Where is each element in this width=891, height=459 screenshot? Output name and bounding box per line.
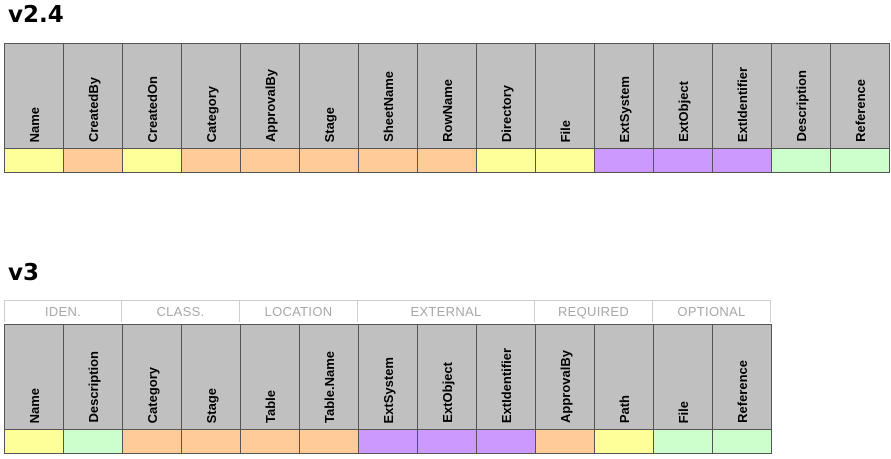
column-header: Reference — [831, 44, 890, 149]
column-header: RowName — [418, 44, 477, 149]
color-swatch-cell — [477, 430, 536, 454]
column-header: ApprovalBy — [241, 44, 300, 149]
column-header: File — [654, 325, 713, 430]
column-header: Reference — [713, 325, 772, 430]
column-header-label: ApprovalBy — [262, 69, 278, 142]
column-header-label: ExtSystem — [616, 75, 632, 142]
column-header-label: Reference — [734, 360, 750, 423]
column-header-label: RowName — [439, 79, 455, 142]
color-swatch-cell — [418, 149, 477, 173]
color-swatch-cell — [713, 430, 772, 454]
color-swatch-cell — [123, 149, 182, 173]
column-header-label: ExtIdentifier — [498, 347, 514, 423]
column-header: Stage — [300, 44, 359, 149]
column-header-label: Description — [793, 70, 809, 142]
column-header-label: Name — [26, 106, 42, 142]
column-header: Path — [595, 325, 654, 430]
column-header: ExtSystem — [595, 44, 654, 149]
column-header-label: Category — [144, 366, 160, 423]
color-swatch-cell — [241, 149, 300, 173]
column-header: ExtObject — [654, 44, 713, 149]
column-header: CreatedBy — [64, 44, 123, 149]
column-header-label: SheetName — [380, 71, 396, 142]
group-label: CLASS. — [122, 300, 240, 322]
color-swatch-cell — [536, 430, 595, 454]
color-swatch-cell — [477, 149, 536, 173]
column-header: ExtIdentifier — [477, 325, 536, 430]
color-swatch-cell — [654, 430, 713, 454]
color-swatch-cell — [595, 149, 654, 173]
group-label: EXTERNAL — [358, 300, 535, 322]
group-label: OPTIONAL — [653, 300, 771, 322]
group-label: IDEN. — [4, 300, 122, 322]
color-swatch-cell — [182, 149, 241, 173]
v3-heading: v3 — [8, 260, 39, 286]
v3-group-header-row: IDEN. CLASS. LOCATION EXTERNAL REQUIRED OPTIO… — [4, 300, 771, 322]
color-swatch-cell — [831, 149, 890, 173]
column-header: Table.Name — [300, 325, 359, 430]
column-header-label: Stage — [203, 387, 219, 423]
column-header-label: Reference — [852, 79, 868, 142]
column-header-label: ExtObject — [675, 81, 691, 142]
column-header: CreatedOn — [123, 44, 182, 149]
v2-4-column-table: Name CreatedBy CreatedOn Category ApprovalBy… — [4, 43, 890, 173]
column-header-label: Description — [85, 351, 101, 423]
column-header: Description — [772, 44, 831, 149]
color-swatch-cell — [713, 149, 772, 173]
color-swatch-cell — [359, 149, 418, 173]
color-swatch-cell — [64, 430, 123, 454]
color-swatch-cell — [182, 430, 241, 454]
group-label: REQUIRED — [535, 300, 653, 322]
column-header-label: ExtIdentifier — [734, 66, 750, 142]
color-swatch-cell — [654, 149, 713, 173]
color-swatch-cell — [5, 430, 64, 454]
column-header: Table — [241, 325, 300, 430]
color-swatch-cell — [300, 430, 359, 454]
column-header-label: Stage — [321, 106, 337, 142]
column-header-label: Table — [262, 390, 278, 423]
column-header: Description — [64, 325, 123, 430]
column-header: Name — [5, 44, 64, 149]
column-header-label: Table.Name — [321, 350, 337, 423]
column-header-label: Directory — [498, 84, 514, 142]
column-header: ApprovalBy — [536, 325, 595, 430]
color-swatch-cell — [123, 430, 182, 454]
v3-column-table: Name Description Category Stage Table Table.N… — [4, 324, 772, 454]
column-header-label: File — [675, 400, 691, 423]
column-header-label: ExtSystem — [380, 356, 396, 423]
column-header: Category — [123, 325, 182, 430]
column-header-label: ApprovalBy — [557, 350, 573, 423]
color-swatch-cell — [5, 149, 64, 173]
color-swatch-cell — [241, 430, 300, 454]
color-swatch-cell — [359, 430, 418, 454]
color-swatch-cell — [772, 149, 831, 173]
column-header: File — [536, 44, 595, 149]
color-swatch-cell — [300, 149, 359, 173]
column-header: Directory — [477, 44, 536, 149]
color-swatch-cell — [418, 430, 477, 454]
column-header: SheetName — [359, 44, 418, 149]
column-header-label: Name — [26, 387, 42, 423]
column-header-label: CreatedOn — [144, 75, 160, 142]
column-header-label: Path — [616, 394, 632, 423]
column-header: ExtObject — [418, 325, 477, 430]
v2-4-heading: v2.4 — [8, 2, 64, 28]
column-header-label: CreatedBy — [85, 76, 101, 142]
column-header: Name — [5, 325, 64, 430]
column-header: ExtSystem — [359, 325, 418, 430]
column-header-label: ExtObject — [439, 362, 455, 423]
column-header: Category — [182, 44, 241, 149]
color-swatch-cell — [595, 430, 654, 454]
column-header-label: File — [557, 119, 573, 142]
column-header-label: Category — [203, 85, 219, 142]
color-swatch-cell — [64, 149, 123, 173]
column-header: Stage — [182, 325, 241, 430]
column-header: ExtIdentifier — [713, 44, 772, 149]
color-swatch-cell — [536, 149, 595, 173]
group-label: LOCATION — [240, 300, 358, 322]
